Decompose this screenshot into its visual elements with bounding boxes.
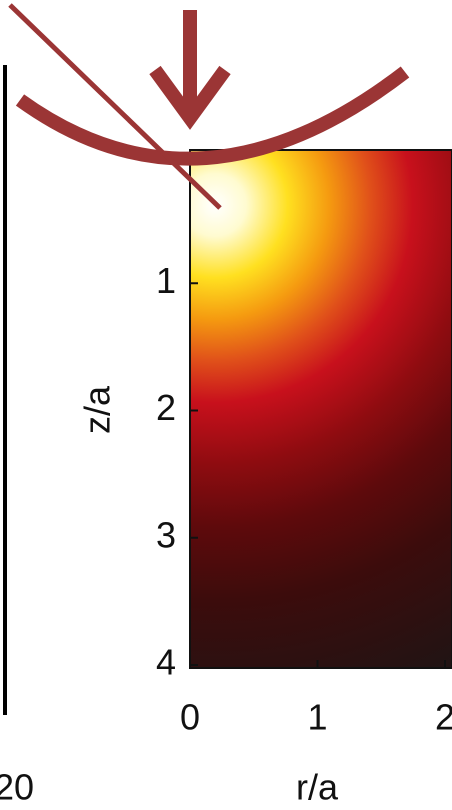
contour-field xyxy=(190,150,452,668)
figure: 20 1 2 3 40 1 2 z/a r/a xyxy=(0,0,452,810)
y-tick-label: 4 xyxy=(156,642,176,683)
y-axis-label: z/a xyxy=(77,385,118,434)
y-tick-label: 2 xyxy=(156,387,176,428)
left-panel-axis xyxy=(3,65,7,715)
y-tick-label: 3 xyxy=(156,514,176,555)
x-axis-label: r/a xyxy=(296,767,339,808)
contour-fill xyxy=(190,150,452,668)
x-tick-label: 0 xyxy=(180,697,200,738)
x-tick-label: 1 xyxy=(307,697,327,738)
left-panel-tick-label: 20 xyxy=(0,767,34,808)
x-tick-label: 2 xyxy=(435,697,452,738)
y-tick-label: 1 xyxy=(156,260,176,301)
